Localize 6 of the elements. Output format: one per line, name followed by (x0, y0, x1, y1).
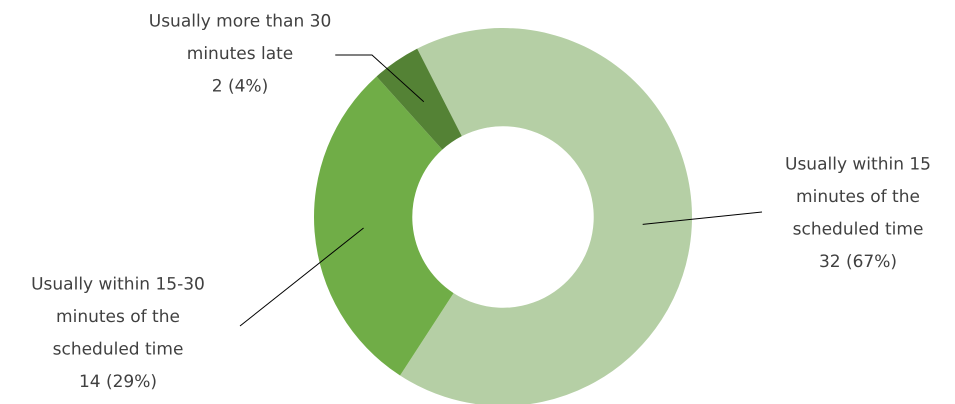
slice-label: Usually within 15 minutes of the scheduled time (784, 154, 932, 240)
slice-label: Usually within 15-30 minutes of the scheduled time (31, 274, 205, 360)
data-label: 14 (29%) (78, 372, 158, 392)
data-label: 32 (67%) (818, 252, 898, 272)
data-label: 2 (4%) (212, 76, 268, 96)
slice-label: Usually more than 30 minutes late (148, 11, 332, 64)
